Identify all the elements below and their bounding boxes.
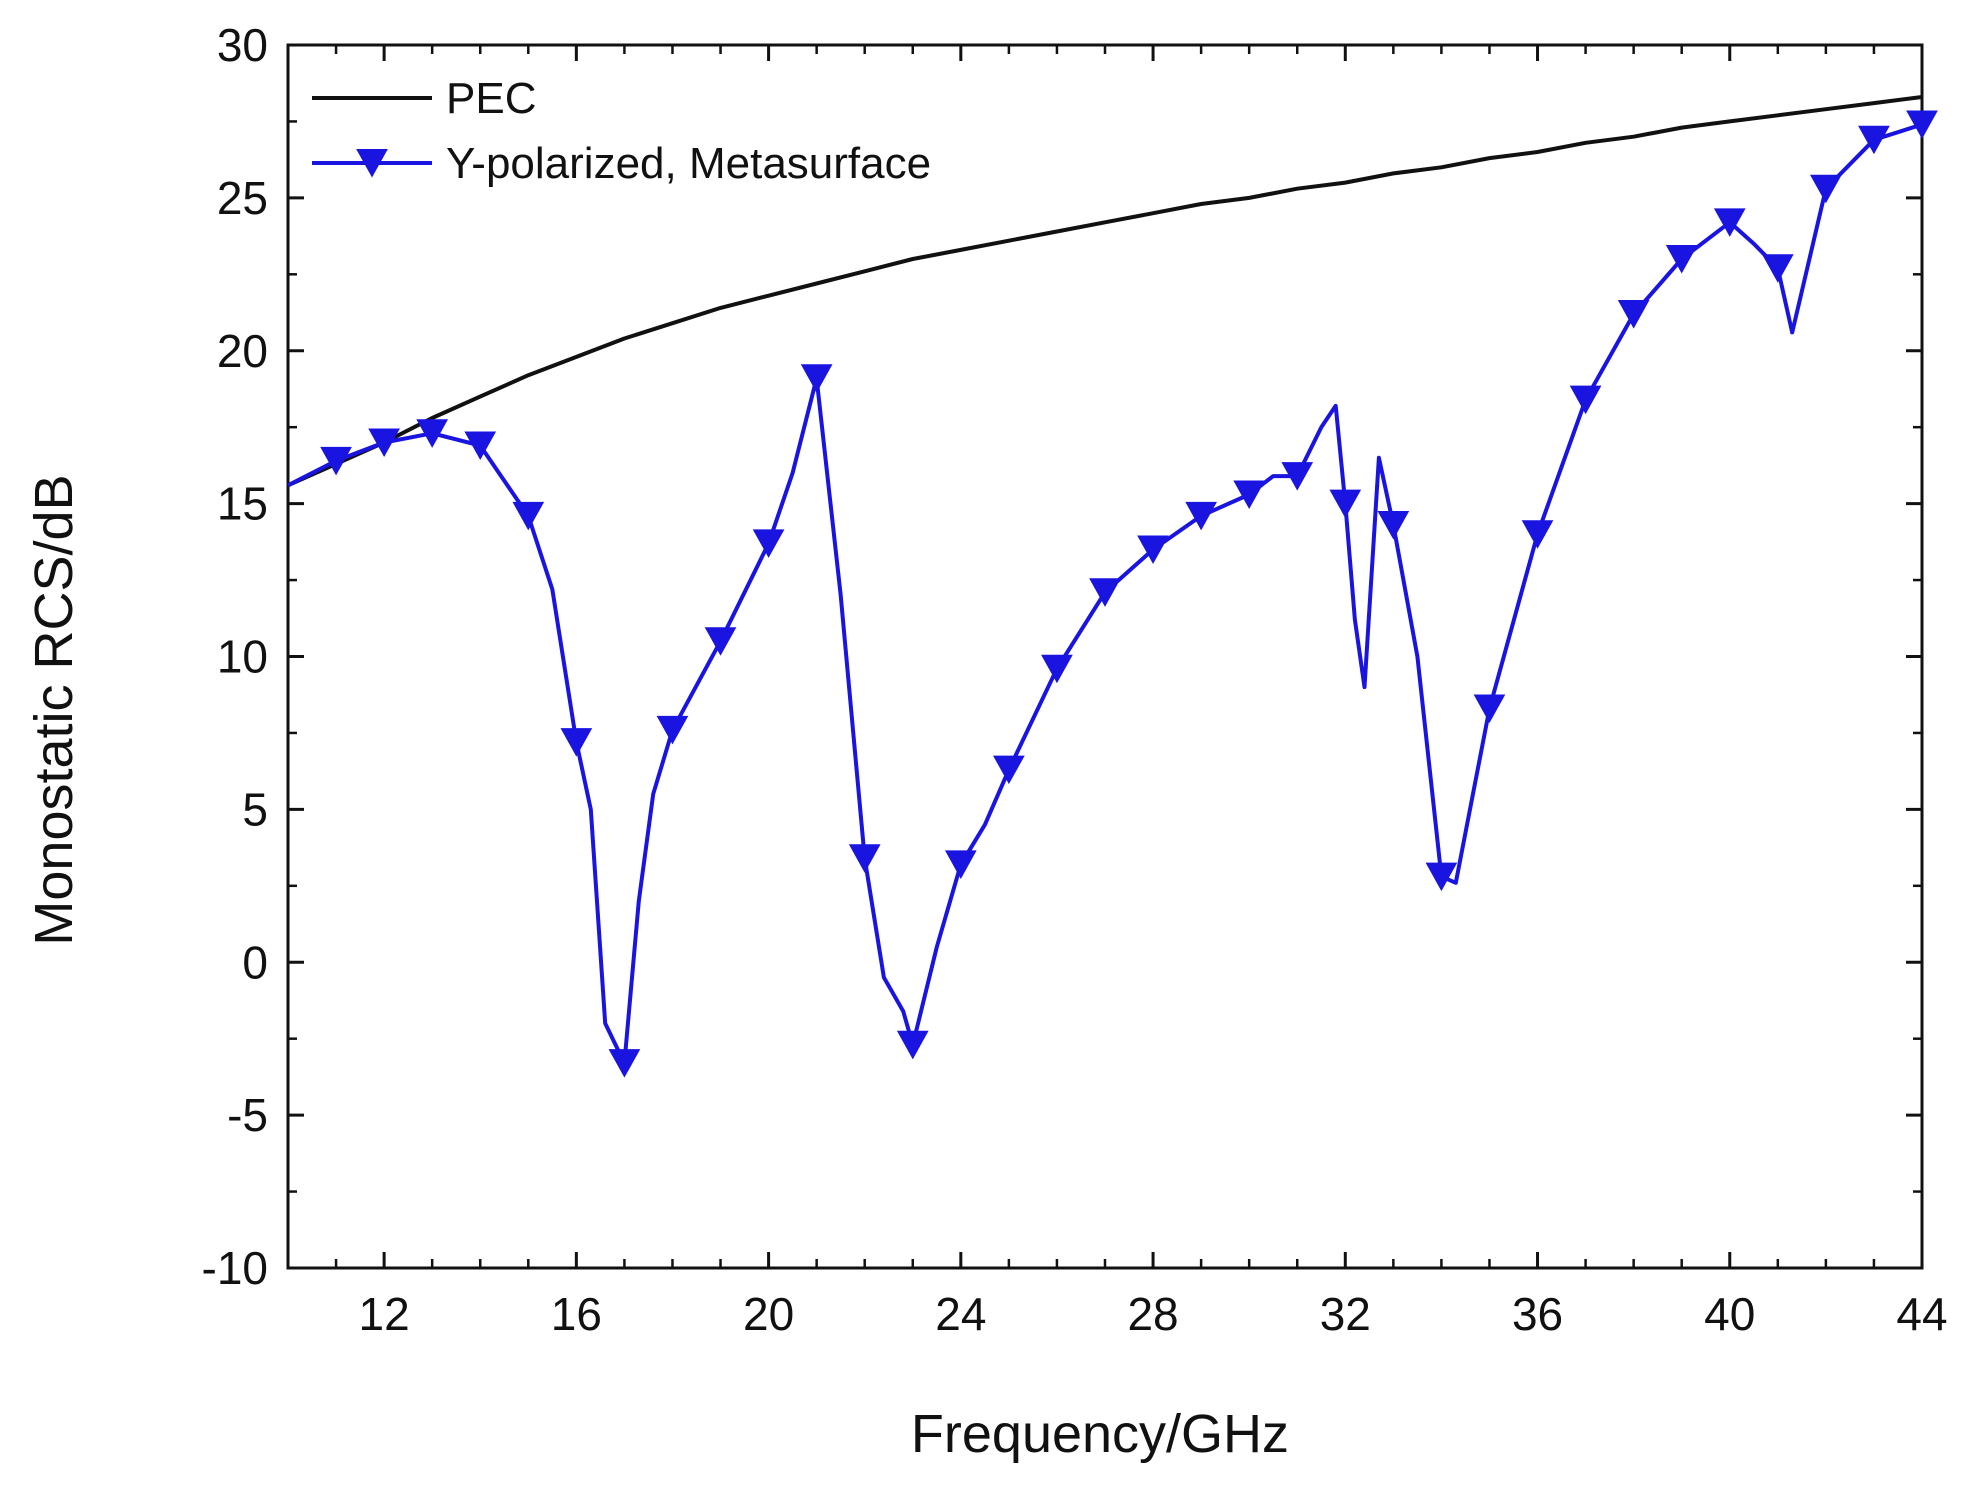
data-point-marker bbox=[1906, 110, 1938, 140]
data-point-marker bbox=[1858, 125, 1890, 155]
x-tick-label: 24 bbox=[935, 1288, 986, 1340]
data-point-marker bbox=[1665, 245, 1698, 274]
data-point-marker bbox=[1761, 254, 1794, 283]
series-line bbox=[287, 122, 1923, 1066]
legend-label: PEC bbox=[446, 74, 536, 123]
y-tick-label: -5 bbox=[227, 1089, 268, 1141]
data-point-marker bbox=[1425, 862, 1458, 892]
data-point-marker bbox=[944, 850, 977, 879]
data-point-marker bbox=[1569, 385, 1602, 415]
data-point-marker bbox=[1377, 511, 1410, 540]
x-tick-label: 20 bbox=[743, 1288, 794, 1340]
y-tick-label: 10 bbox=[217, 631, 268, 683]
data-point-marker bbox=[512, 501, 545, 531]
data-point-marker bbox=[704, 627, 737, 656]
x-tick-label: 32 bbox=[1320, 1288, 1371, 1340]
x-tick-label: 36 bbox=[1512, 1288, 1563, 1340]
y-tick-label: 20 bbox=[217, 325, 268, 377]
data-point-marker bbox=[1233, 480, 1266, 509]
data-point-marker bbox=[1089, 578, 1121, 607]
y-tick-label: -10 bbox=[202, 1242, 268, 1294]
data-point-marker bbox=[1810, 174, 1842, 204]
data-point-marker bbox=[1521, 520, 1554, 549]
data-point-marker bbox=[1185, 501, 1217, 531]
y-tick-label: 15 bbox=[217, 478, 268, 530]
data-point-marker bbox=[1713, 208, 1746, 237]
data-point-marker bbox=[608, 1049, 641, 1078]
series-layer bbox=[287, 95, 1938, 1078]
y-axis-title: Monostatic RCS/dB bbox=[24, 474, 84, 945]
data-point-marker bbox=[656, 715, 689, 745]
data-point-marker bbox=[560, 728, 593, 757]
legend: PEC Y-polarized, Metasurface bbox=[312, 74, 931, 188]
data-point-marker bbox=[752, 529, 785, 558]
data-point-marker bbox=[1041, 654, 1073, 684]
series-pec bbox=[287, 95, 1923, 488]
axes: -10 -5 0 5 10 15 20 25 30 12 16 20 24 28 32 36 40 44 bbox=[202, 19, 1948, 1340]
data-point-marker bbox=[848, 844, 881, 873]
data-point-marker bbox=[800, 364, 833, 393]
y-tick-label: 25 bbox=[217, 172, 268, 224]
data-point-marker bbox=[1617, 300, 1650, 329]
series-line bbox=[287, 95, 1923, 488]
x-tick-label: 16 bbox=[551, 1288, 602, 1340]
data-point-marker bbox=[993, 755, 1025, 785]
x-tick-label: 44 bbox=[1896, 1288, 1947, 1340]
data-point-marker bbox=[320, 446, 352, 476]
y-tick-label: 0 bbox=[242, 936, 268, 988]
data-point-marker bbox=[1281, 462, 1314, 491]
data-point-marker bbox=[464, 431, 497, 461]
legend-label: Y-polarized, Metasurface bbox=[446, 139, 931, 188]
legend-swatch-marker bbox=[356, 149, 388, 178]
data-point-marker bbox=[416, 419, 449, 448]
x-tick-label: 28 bbox=[1127, 1288, 1178, 1340]
data-point-marker bbox=[1473, 694, 1506, 724]
x-axis-title: Frequency/GHz bbox=[911, 1404, 1289, 1464]
data-point-marker bbox=[368, 428, 400, 458]
data-point-marker bbox=[896, 1030, 929, 1060]
y-tick-label: 5 bbox=[242, 783, 268, 835]
data-point-marker bbox=[1329, 489, 1362, 519]
y-tick-label: 30 bbox=[217, 19, 268, 71]
series-metasurface bbox=[287, 110, 1938, 1078]
x-tick-label: 40 bbox=[1704, 1288, 1755, 1340]
data-point-marker bbox=[1137, 535, 1169, 565]
x-tick-label: 12 bbox=[359, 1288, 410, 1340]
